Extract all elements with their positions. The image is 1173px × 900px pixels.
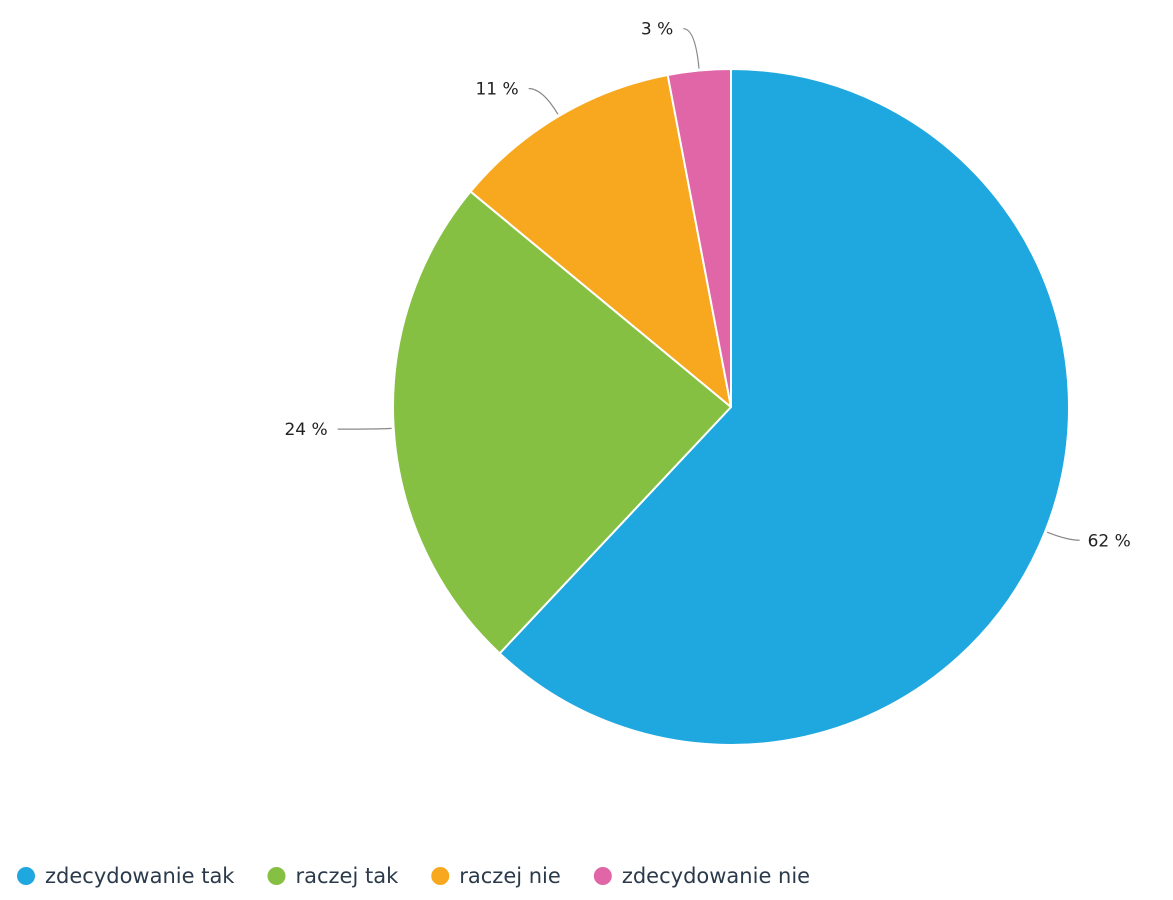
pie-data-labels: 62 % 24 % 11 % 3 % bbox=[284, 20, 1130, 552]
pie-slice-4 bbox=[666, 68, 732, 408]
pie-slice-3 bbox=[469, 73, 732, 408]
data-label-connector-2 bbox=[337, 427, 392, 430]
pie-slice-2 bbox=[392, 190, 732, 655]
pie-slices bbox=[392, 68, 1070, 746]
legend-marker-1 bbox=[17, 867, 35, 885]
legend-label-2: raczej tak bbox=[295, 864, 399, 888]
data-label-3: 11 % bbox=[475, 80, 518, 100]
legend-marker-3 bbox=[431, 867, 450, 885]
data-label-1: 62 % bbox=[1088, 531, 1131, 551]
data-label-connector-4 bbox=[683, 28, 700, 69]
data-label-connector-1 bbox=[1046, 531, 1080, 541]
data-label-connector-3 bbox=[528, 87, 559, 115]
legend-marker-4 bbox=[593, 867, 612, 885]
legend-label-3: raczej nie bbox=[459, 864, 561, 888]
data-label-4: 3 % bbox=[641, 20, 673, 40]
chart-legend: zdecydowanie tak raczej tak raczej nie zdec… bbox=[17, 864, 810, 888]
legend-label-4: zdecydowanie nie bbox=[622, 864, 810, 888]
data-label-2: 24 % bbox=[284, 420, 327, 440]
pie-slice-1 bbox=[498, 68, 1070, 746]
legend-label-1: zdecydowanie tak bbox=[45, 864, 235, 888]
legend-marker-2 bbox=[267, 867, 286, 885]
